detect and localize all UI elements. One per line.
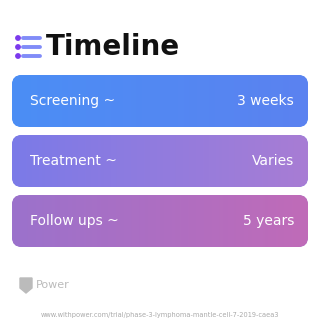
Circle shape bbox=[16, 54, 20, 58]
Circle shape bbox=[16, 45, 20, 49]
Polygon shape bbox=[20, 278, 32, 293]
Circle shape bbox=[16, 36, 20, 40]
Text: Power: Power bbox=[36, 281, 70, 290]
FancyBboxPatch shape bbox=[12, 195, 308, 247]
Text: Follow ups ~: Follow ups ~ bbox=[30, 214, 119, 228]
Text: 5 years: 5 years bbox=[243, 214, 294, 228]
Text: www.withpower.com/trial/phase-3-lymphoma-mantle-cell-7-2019-caea3: www.withpower.com/trial/phase-3-lymphoma… bbox=[41, 312, 279, 318]
Text: Varies: Varies bbox=[252, 154, 294, 168]
Text: Treatment ~: Treatment ~ bbox=[30, 154, 117, 168]
FancyBboxPatch shape bbox=[12, 135, 308, 187]
Text: 3 weeks: 3 weeks bbox=[237, 94, 294, 108]
Text: Timeline: Timeline bbox=[46, 33, 180, 61]
FancyBboxPatch shape bbox=[12, 75, 308, 127]
Text: Screening ~: Screening ~ bbox=[30, 94, 115, 108]
